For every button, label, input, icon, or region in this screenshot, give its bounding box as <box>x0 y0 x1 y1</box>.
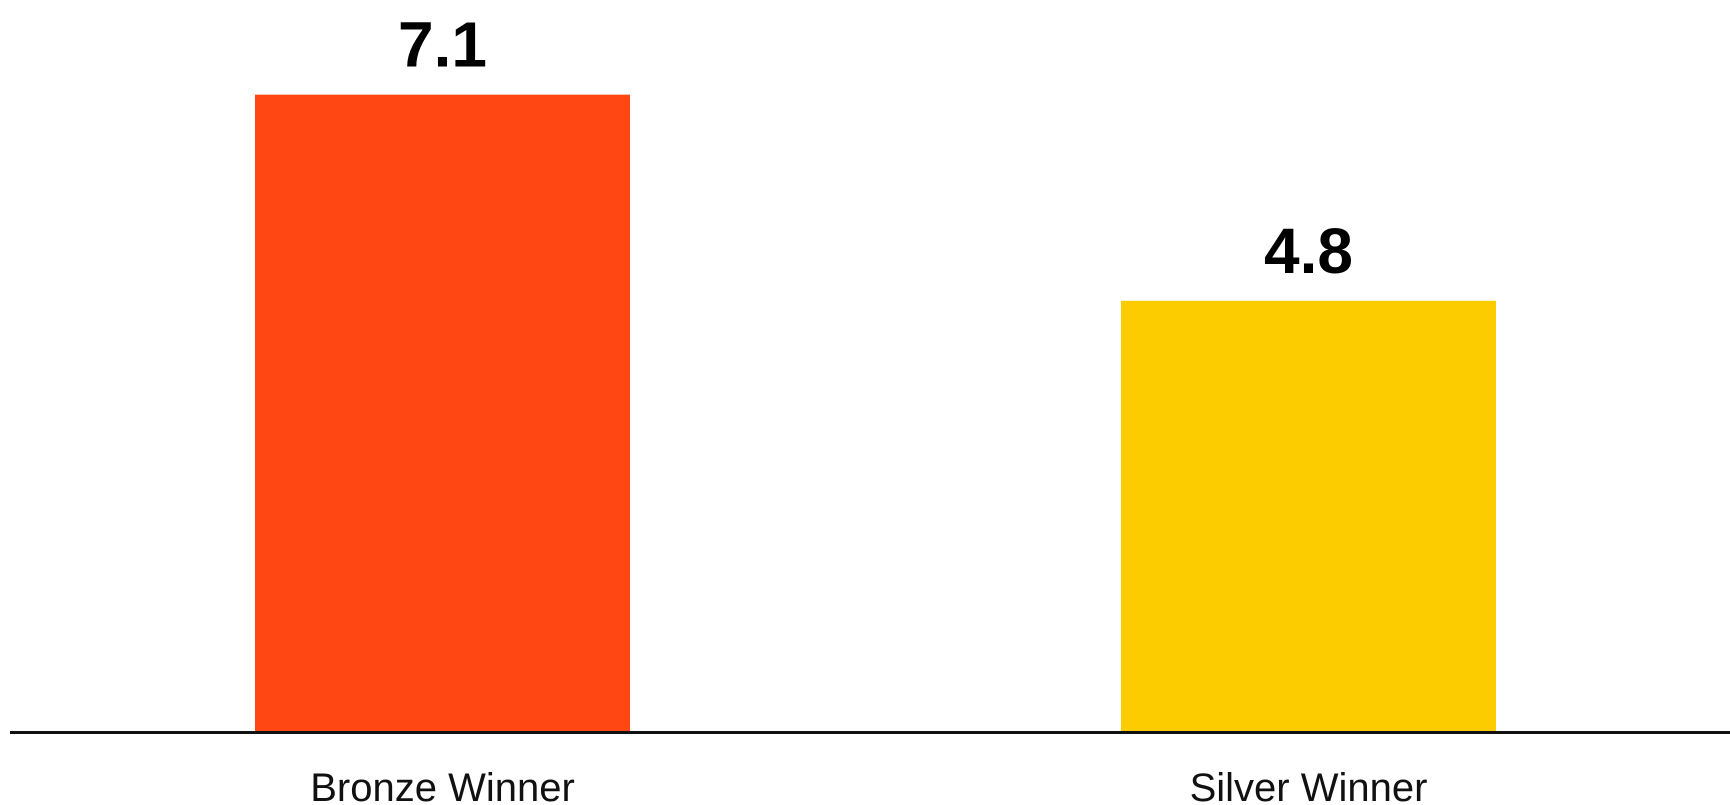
value-label: 4.8 <box>1264 215 1353 287</box>
bar <box>255 94 630 732</box>
value-label: 7.1 <box>398 9 487 81</box>
x-tick-label: Bronze Winner <box>310 766 575 805</box>
bar <box>1121 300 1496 731</box>
x-tick-label: Silver Winner <box>1190 766 1428 805</box>
